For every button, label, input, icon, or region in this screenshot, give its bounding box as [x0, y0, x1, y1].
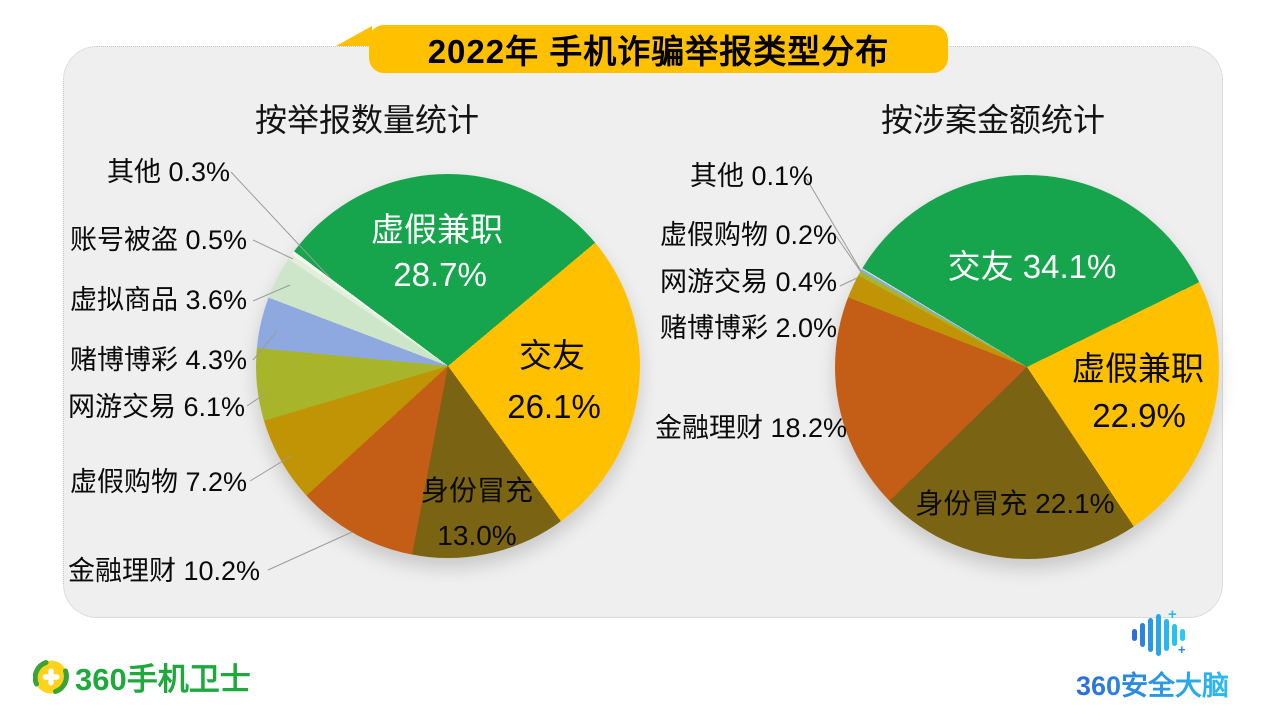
pie-right-label-impersonation: 身份冒充 22.1%	[915, 488, 1115, 519]
pie-left-label-fake-parttime-pct: 28.7%	[393, 256, 487, 293]
left-chart-title: 按举报数量统计	[255, 102, 480, 138]
callout-right-fake-shopping: 虚假购物 0.2%	[660, 220, 838, 250]
footer-left-logo: 360手机卫士	[33, 654, 251, 699]
footer-right-logo-text: 360安全大脑	[1076, 664, 1240, 703]
callout-left-fake-shopping: 虚假购物 7.2%	[70, 467, 248, 497]
title-banner: 2022年 手机诈骗举报类型分布	[369, 25, 948, 73]
title-ribbon-tail-icon	[336, 26, 372, 46]
callout-left-other: 其他 0.3%	[107, 157, 231, 187]
footer-left-logo-text: 360手机卫士	[75, 662, 251, 697]
footer-right-logo: + + 360安全大脑	[1076, 606, 1240, 703]
360-security-brain-icon: + +	[1122, 606, 1194, 658]
pie-left-label-dating-name: 交友	[519, 337, 585, 374]
pie-left-label-fake-parttime-name: 虚假兼职	[371, 211, 503, 248]
360-mobile-guard-icon	[33, 659, 69, 694]
pie-left-label-dating-pct: 26.1%	[507, 388, 601, 425]
callout-right-other: 其他 0.1%	[690, 161, 814, 191]
callout-right-game-trading: 网游交易 0.4%	[660, 267, 838, 297]
callout-left-gambling: 赌博博彩 4.3%	[70, 345, 248, 375]
pie-left-label-impersonation-pct: 13.0%	[437, 520, 517, 551]
pie-right-label-fake-parttime-pct: 22.9%	[1092, 397, 1186, 434]
sparkle-plus-icon: +	[1178, 642, 1186, 657]
callout-right-gambling: 赌博博彩 2.0%	[660, 313, 838, 343]
callout-left-game-trading: 网游交易 6.1%	[68, 392, 246, 422]
right-chart-title: 按涉案金额统计	[881, 102, 1106, 138]
callout-left-finance: 金融理财 10.2%	[68, 556, 261, 586]
callout-right-finance: 金融理财 18.2%	[655, 413, 848, 443]
page-title: 2022年 手机诈骗举报类型分布	[427, 33, 890, 70]
callout-left-virtual-goods: 虚拟商品 3.6%	[70, 285, 248, 315]
callout-left-account-theft: 账号被盗 0.5%	[70, 225, 248, 255]
pie-left-label-impersonation-name: 身份冒充	[420, 475, 534, 506]
pie-chart-by-money-amount	[835, 175, 1219, 559]
pie-right-label-dating: 交友 34.1%	[947, 248, 1117, 285]
pie-right-label-fake-parttime-name: 虚假兼职	[1072, 350, 1204, 387]
sparkle-plus-icon: +	[1168, 606, 1177, 623]
